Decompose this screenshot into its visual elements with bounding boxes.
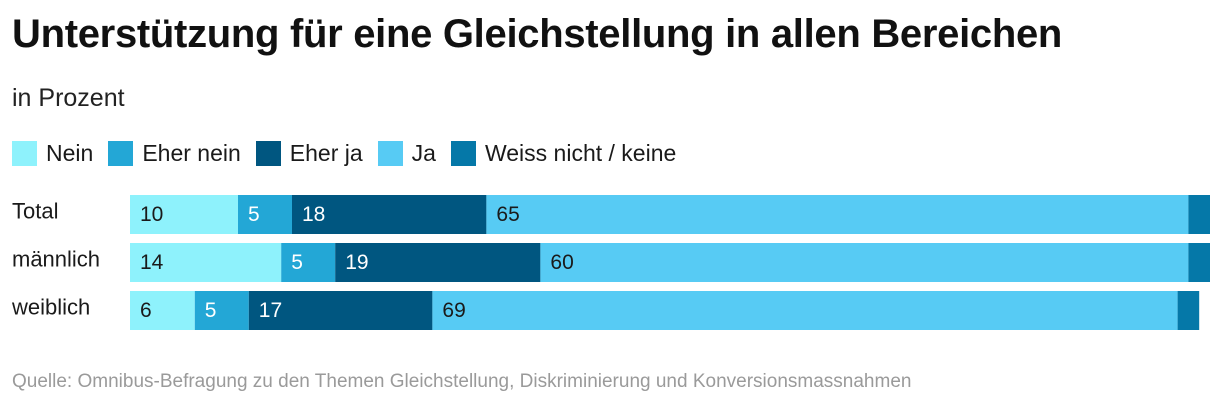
legend-swatch-eher-ja [255,140,281,166]
value-label-weiblich-eher-nein: 5 [205,299,217,322]
legend-label-weiss-nicht: Weiss nicht / keine [484,139,677,166]
value-label-total-ja: 65 [496,203,519,226]
legend-item-ja: Ja [377,139,436,167]
value-label-mannlich-eher-nein: 5 [291,251,303,274]
value-label-total-eher-ja: 18 [302,203,325,226]
value-label-weiblich-eher-ja: 17 [259,299,282,322]
bar-total-eher-ja [292,195,487,234]
bar-total-eher-nein [238,195,292,234]
chart-title: Unterstützung für eine Gleichstellung in… [12,12,1063,56]
legend-swatch-eher-nein [108,140,134,166]
legend-swatch-ja [377,140,403,166]
bar-weiblich-ja [432,291,1178,330]
category-label-weiblich: weiblich [11,294,90,319]
bar-weiblich-eher-nein [194,291,249,330]
bar-mannlich-weiss-nicht-keine [1188,243,1210,282]
value-label-mannlich-eher-ja: 19 [345,251,368,274]
value-label-weiblich-nein: 6 [140,299,152,322]
legend-item-nein: Nein [12,140,93,167]
bar-total-weiss-nicht-keine [1188,195,1210,234]
legend-item-eher-ja: Eher ja [255,139,363,167]
category-label-mannlich: männlich [12,246,100,271]
bar-mannlich-eher-nein [281,243,336,282]
legend-swatch-nein [12,140,37,166]
value-label-mannlich-nein: 14 [140,251,164,274]
bar-mannlich-nein [130,243,282,282]
value-label-total-eher-nein: 5 [248,203,260,226]
legend-label-eher-nein: Eher nein [142,139,241,166]
legend-label-ja: Ja [411,139,436,166]
bar-total-ja [486,195,1189,234]
chart-subtitle: in Prozent [12,84,125,112]
bar-weiblich-nein [130,291,195,330]
bar-total-nein [130,195,238,234]
legend-item-eher-nein: Eher nein [108,139,241,167]
legend-swatch-weiss-nicht [450,140,476,166]
bar-mannlich-ja [540,243,1189,282]
value-label-mannlich-ja: 60 [550,251,573,274]
bar-mannlich-eher-ja [335,243,541,282]
value-label-weiblich-ja: 69 [442,299,465,322]
bar-weiblich-weiss-nicht-keine [1177,291,1200,330]
source-note: Quelle: Omnibus-Befragung zu den Themen … [12,371,912,392]
legend: Nein Eher nein Eher ja Ja Weiss nicht / … [12,139,691,167]
legend-item-weiss-nicht: Weiss nicht / keine [450,139,677,167]
bar-weiblich-eher-ja [248,291,433,330]
legend-label-eher-ja: Eher ja [289,139,363,166]
value-label-total-nein: 10 [140,203,163,226]
legend-label-nein: Nein [46,139,94,166]
category-label-total: Total [12,198,58,223]
